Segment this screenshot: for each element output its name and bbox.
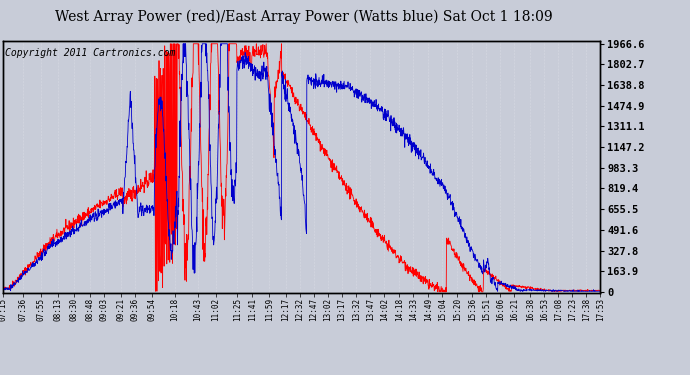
Text: Copyright 2011 Cartronics.com: Copyright 2011 Cartronics.com	[6, 48, 176, 57]
Text: West Array Power (red)/East Array Power (Watts blue) Sat Oct 1 18:09: West Array Power (red)/East Array Power …	[55, 9, 553, 24]
